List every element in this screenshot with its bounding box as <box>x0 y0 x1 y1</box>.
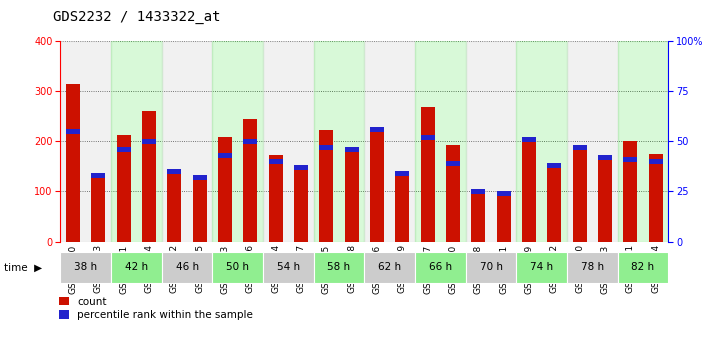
Bar <box>319 130 333 242</box>
Bar <box>471 189 486 194</box>
Bar <box>162 41 213 242</box>
Bar <box>117 147 131 152</box>
Bar <box>648 159 663 164</box>
Bar <box>421 107 434 242</box>
Bar <box>516 252 567 283</box>
Bar <box>497 191 510 196</box>
Bar <box>243 139 257 144</box>
Bar <box>395 173 410 242</box>
Bar <box>648 154 663 242</box>
Bar <box>168 169 181 174</box>
Text: 58 h: 58 h <box>328 262 351 272</box>
Legend: count, percentile rank within the sample: count, percentile rank within the sample <box>58 297 253 320</box>
Text: time  ▶: time ▶ <box>4 263 42 272</box>
Text: 74 h: 74 h <box>530 262 553 272</box>
Bar <box>370 131 384 241</box>
Bar <box>111 252 162 283</box>
Bar <box>466 41 516 242</box>
Text: 70 h: 70 h <box>479 262 503 272</box>
Bar <box>193 177 207 242</box>
Text: 38 h: 38 h <box>74 262 97 272</box>
Bar <box>573 150 587 241</box>
Text: 78 h: 78 h <box>581 262 604 272</box>
Bar <box>547 163 561 168</box>
Bar <box>263 41 314 242</box>
Bar <box>624 157 637 162</box>
Bar <box>415 41 466 242</box>
Bar <box>547 166 561 242</box>
Bar <box>364 41 415 242</box>
Bar <box>193 175 207 180</box>
Bar <box>92 173 105 242</box>
Bar <box>573 145 587 150</box>
Bar <box>213 41 263 242</box>
Bar <box>345 150 358 241</box>
Bar <box>92 173 105 178</box>
Text: 66 h: 66 h <box>429 262 452 272</box>
Bar <box>466 252 516 283</box>
Bar <box>319 145 333 150</box>
Bar <box>294 167 308 241</box>
Bar <box>618 252 668 283</box>
Bar <box>60 41 111 242</box>
Bar <box>142 139 156 144</box>
Text: 54 h: 54 h <box>277 262 300 272</box>
Bar <box>168 173 181 242</box>
Bar <box>598 160 612 242</box>
Text: 62 h: 62 h <box>378 262 401 272</box>
Bar <box>522 141 536 242</box>
Bar <box>446 161 460 166</box>
Bar <box>370 127 384 132</box>
Text: GDS2232 / 1433322_at: GDS2232 / 1433322_at <box>53 10 221 24</box>
Bar <box>598 155 612 160</box>
Bar <box>314 41 364 242</box>
Bar <box>314 252 364 283</box>
Bar <box>516 41 567 242</box>
Bar <box>364 252 415 283</box>
Bar <box>213 252 263 283</box>
Bar <box>497 195 510 242</box>
Bar <box>421 135 434 140</box>
Bar <box>624 141 637 242</box>
Text: 42 h: 42 h <box>125 262 148 272</box>
Bar <box>395 171 410 176</box>
Bar <box>415 252 466 283</box>
Text: 46 h: 46 h <box>176 262 198 272</box>
Bar <box>269 155 283 242</box>
Bar <box>142 111 156 241</box>
Bar <box>567 41 618 242</box>
Bar <box>117 135 131 242</box>
Bar <box>269 159 283 164</box>
Bar <box>345 147 358 152</box>
Bar <box>60 252 111 283</box>
Bar <box>294 165 308 170</box>
Bar <box>66 84 80 242</box>
Bar <box>162 252 213 283</box>
Bar <box>522 137 536 142</box>
Bar <box>218 153 232 158</box>
Bar <box>111 41 162 242</box>
Text: 50 h: 50 h <box>226 262 250 272</box>
Bar <box>243 119 257 242</box>
Bar <box>471 191 486 242</box>
Bar <box>66 129 80 134</box>
Bar <box>263 252 314 283</box>
Bar <box>218 137 232 242</box>
Bar <box>618 41 668 242</box>
Bar <box>446 146 460 242</box>
Text: 82 h: 82 h <box>631 262 655 272</box>
Bar <box>567 252 618 283</box>
